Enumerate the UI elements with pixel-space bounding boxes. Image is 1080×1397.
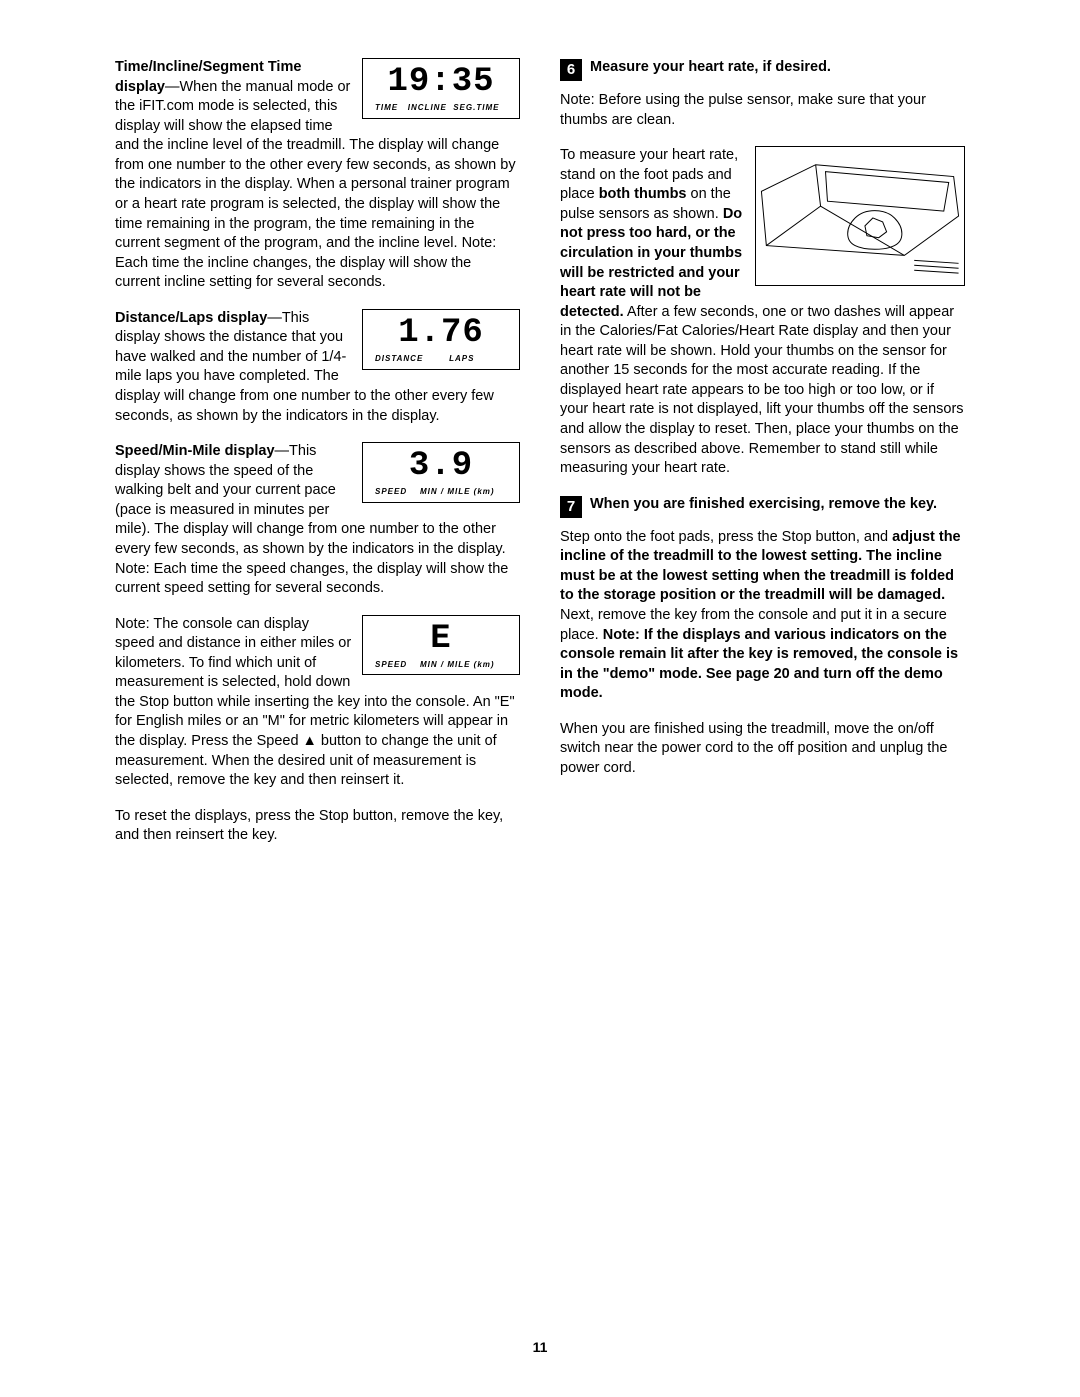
- page-number: 11: [0, 1338, 1080, 1357]
- lcd-speed-label: SPEED MIN / MILE (km): [371, 487, 511, 498]
- lcd-unit: E SPEED MIN / MILE (km): [362, 615, 520, 676]
- step6-p1-post: After a few seconds, one or two dashes w…: [560, 304, 964, 477]
- lcd-time-value: 19:35: [371, 65, 511, 103]
- lcd-distance-label: DISTANCE LAPS: [371, 354, 511, 365]
- pulse-sensor-illustration: [755, 146, 965, 286]
- step-6-header: 6 Measure your heart rate, if desired.: [560, 58, 965, 81]
- lcd-distance: 1.76 DISTANCE LAPS: [362, 309, 520, 370]
- reset-note: To reset the displays, press the Stop bu…: [115, 807, 520, 846]
- unit-note-section: E SPEED MIN / MILE (km) Note: The consol…: [115, 615, 520, 791]
- lcd-distance-value: 1.76: [371, 316, 511, 354]
- left-column: 19:35 TIME INCLINE SEG.TIME Time/Incline…: [115, 58, 520, 862]
- treadmill-console-icon: [756, 147, 964, 285]
- lcd-speed-value: 3.9: [371, 449, 511, 487]
- lcd-speed: 3.9 SPEED MIN / MILE (km): [362, 442, 520, 503]
- step-7-body1: Step onto the foot pads, press the Stop …: [560, 528, 965, 704]
- step-7-body2: When you are finished using the treadmil…: [560, 720, 965, 779]
- speed-section: 3.9 SPEED MIN / MILE (km) Speed/Min-Mile…: [115, 442, 520, 599]
- right-column: 6 Measure your heart rate, if desired. N…: [560, 58, 965, 862]
- time-incline-section: 19:35 TIME INCLINE SEG.TIME Time/Incline…: [115, 58, 520, 293]
- step-6-title: Measure your heart rate, if desired.: [590, 58, 831, 78]
- heart-rate-section: To measure your heart rate, stand on the…: [560, 146, 965, 479]
- step-7-header: 7 When you are finished exercising, remo…: [560, 495, 965, 518]
- lcd-unit-value: E: [371, 622, 511, 660]
- step-7-title: When you are finished exercising, remove…: [590, 495, 937, 515]
- step7-p1-pre: Step onto the foot pads, press the Stop …: [560, 529, 892, 545]
- step-7-number: 7: [560, 496, 582, 518]
- step6-p1-b1: both thumbs: [599, 186, 687, 202]
- step-6-number: 6: [560, 59, 582, 81]
- page-columns: 19:35 TIME INCLINE SEG.TIME Time/Incline…: [115, 58, 965, 862]
- lcd-time-incline: 19:35 TIME INCLINE SEG.TIME: [362, 58, 520, 119]
- distance-lead: Distance/Laps display: [115, 310, 267, 326]
- step6-p1-b2: Do not press too hard, or the circulatio…: [560, 206, 742, 320]
- lcd-unit-label: SPEED MIN / MILE (km): [371, 660, 511, 671]
- distance-section: 1.76 DISTANCE LAPS Distance/Laps display…: [115, 309, 520, 426]
- step-6-note: Note: Before using the pulse sensor, mak…: [560, 91, 965, 130]
- step7-p1-b2: Note: If the displays and various indica…: [560, 627, 958, 702]
- speed-lead: Speed/Min-Mile display: [115, 443, 275, 459]
- lcd-time-label: TIME INCLINE SEG.TIME: [371, 103, 511, 114]
